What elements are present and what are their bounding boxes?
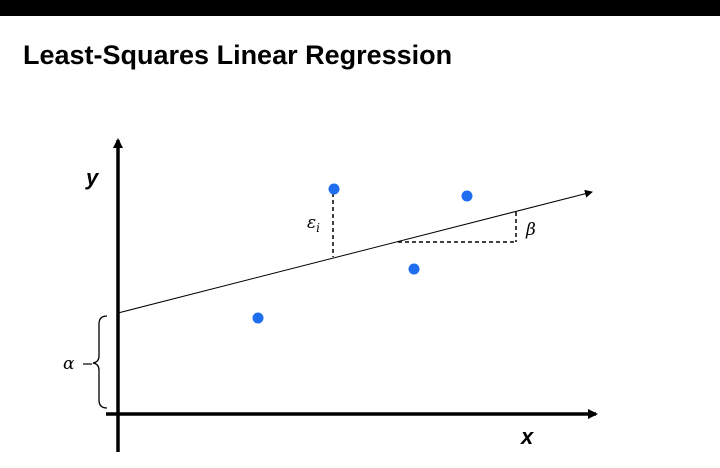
data-point [328, 183, 340, 195]
slide-title: Least-Squares Linear Regression [23, 40, 453, 70]
intercept-brace [92, 315, 108, 409]
residual-label: εi [307, 213, 320, 235]
data-point [252, 312, 264, 324]
x-axis-label: x [520, 424, 534, 449]
data-point [461, 190, 473, 202]
top-bar [0, 0, 720, 16]
y-axis-label: y [85, 165, 100, 190]
slope-label: β [525, 220, 536, 240]
regression-line [117, 189, 593, 314]
residual-symbol: ε [307, 213, 316, 233]
intercept-label: α [63, 354, 75, 374]
data-point [408, 263, 420, 275]
residual-subscript: i [316, 221, 320, 235]
